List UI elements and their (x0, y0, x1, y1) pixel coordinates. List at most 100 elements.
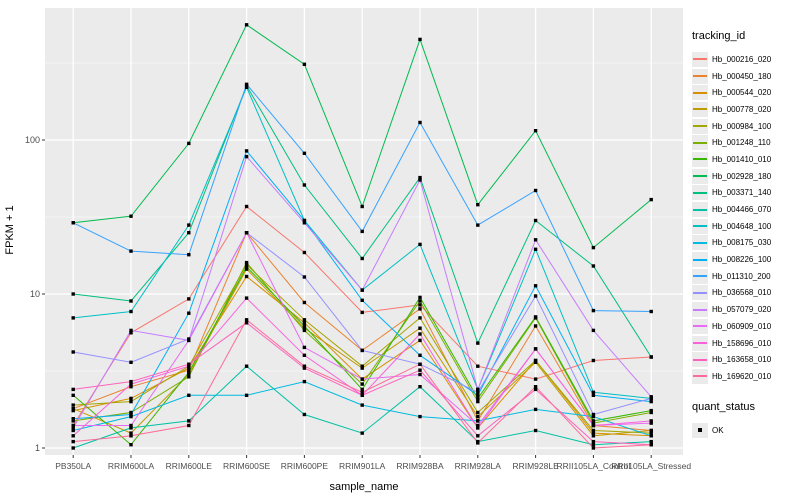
legend-item: Hb_003371_140 (692, 185, 800, 202)
data-point (533, 284, 538, 288)
data-point (649, 395, 653, 399)
data-point (244, 274, 249, 279)
data-point (71, 408, 75, 413)
data-point (244, 154, 249, 159)
data-point (649, 408, 653, 413)
legend-label: Hb_000544_020 (712, 88, 772, 98)
data-point (418, 332, 422, 336)
legend-key (692, 135, 708, 151)
legend-color-line-icon (693, 308, 707, 311)
data-point (476, 410, 480, 415)
legend: tracking_id Hb_000216_020 Hb_000450_180 Hb… (692, 30, 800, 438)
data-point (476, 414, 480, 419)
data-point (591, 421, 596, 425)
data-point (360, 364, 364, 368)
legend-label: Hb_000984_100 (712, 121, 772, 131)
data-point (129, 443, 133, 447)
data-point (418, 338, 422, 343)
legend-color-line-icon (693, 91, 707, 94)
data-point (591, 423, 596, 428)
legend-key (692, 235, 708, 251)
legend-key (692, 335, 708, 351)
data-point (418, 353, 422, 357)
data-point (71, 426, 75, 430)
data-point (244, 364, 249, 368)
data-point (244, 85, 249, 89)
data-point (418, 37, 422, 42)
legend-key (692, 85, 708, 101)
data-point (418, 414, 422, 419)
data-point (360, 204, 364, 209)
data-point (302, 62, 307, 66)
data-point (418, 178, 422, 182)
data-point (476, 434, 480, 438)
data-point (591, 308, 596, 313)
data-point (71, 446, 75, 450)
data-point (649, 443, 653, 447)
legend-label: Hb_003371_140 (712, 188, 772, 198)
legend-item: Hb_002928_180 (692, 168, 800, 185)
x-axis-title: sample_name (329, 481, 399, 493)
data-point (591, 358, 596, 363)
legend-key (692, 51, 708, 67)
data-point (591, 245, 596, 250)
data-point (129, 382, 133, 386)
data-point (302, 275, 307, 279)
x-tick-label: RRII105LA_Stressed (611, 461, 692, 471)
data-point (533, 385, 538, 389)
data-point (649, 355, 653, 359)
data-point (71, 316, 75, 320)
data-point (476, 423, 480, 428)
data-point (71, 393, 75, 397)
data-point (302, 318, 307, 322)
data-point (533, 129, 538, 133)
x-tick-label: RRIM928LE (512, 461, 559, 471)
legend-label: Hb_008226_100 (712, 255, 772, 265)
data-point (244, 393, 249, 397)
legend-key (692, 268, 708, 284)
data-point (533, 324, 538, 328)
legend-label: Hb_060909_010 (712, 321, 772, 331)
black-square-point-icon (698, 428, 702, 433)
data-point (302, 183, 307, 187)
legend-label: Hb_169620_010 (712, 371, 772, 381)
data-point (533, 218, 538, 223)
data-point (71, 434, 75, 438)
quant-legend-item: OK (692, 422, 800, 439)
data-point (649, 431, 653, 435)
data-point (187, 368, 191, 372)
data-point (302, 218, 307, 223)
y-tick-label: 10 (29, 288, 40, 299)
legend-item: Hb_008175_030 (692, 235, 800, 252)
data-point (187, 366, 191, 370)
data-point (360, 431, 364, 435)
data-point (71, 423, 75, 428)
data-point (302, 328, 307, 333)
data-point (360, 377, 364, 381)
data-point (129, 328, 133, 333)
data-point (533, 387, 538, 392)
data-point (418, 326, 422, 330)
data-point (533, 407, 538, 412)
data-point (187, 375, 191, 379)
data-point (129, 423, 133, 428)
legend-color-line-icon (693, 75, 707, 78)
data-point (649, 439, 653, 444)
data-point (129, 360, 133, 364)
legend-item: Hb_158696_010 (692, 335, 800, 352)
data-point (591, 439, 596, 444)
legend-label: Hb_000778_020 (712, 104, 772, 114)
data-point (476, 441, 480, 445)
legend-color-line-icon (693, 158, 707, 161)
legend-color-line-icon (693, 325, 707, 328)
data-point (71, 387, 75, 392)
data-point (302, 412, 307, 417)
data-point (533, 294, 538, 298)
legend-color-line-icon (693, 358, 707, 361)
data-point (649, 419, 653, 423)
x-tick-label: RRIM600LE (165, 461, 212, 471)
data-point (129, 434, 133, 438)
legend-label: Hb_011310_200 (712, 271, 771, 281)
data-point (476, 419, 480, 423)
